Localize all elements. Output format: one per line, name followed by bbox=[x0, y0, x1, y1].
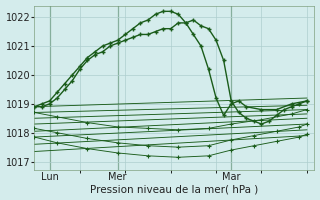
X-axis label: Pression niveau de la mer( hPa ): Pression niveau de la mer( hPa ) bbox=[90, 184, 259, 194]
